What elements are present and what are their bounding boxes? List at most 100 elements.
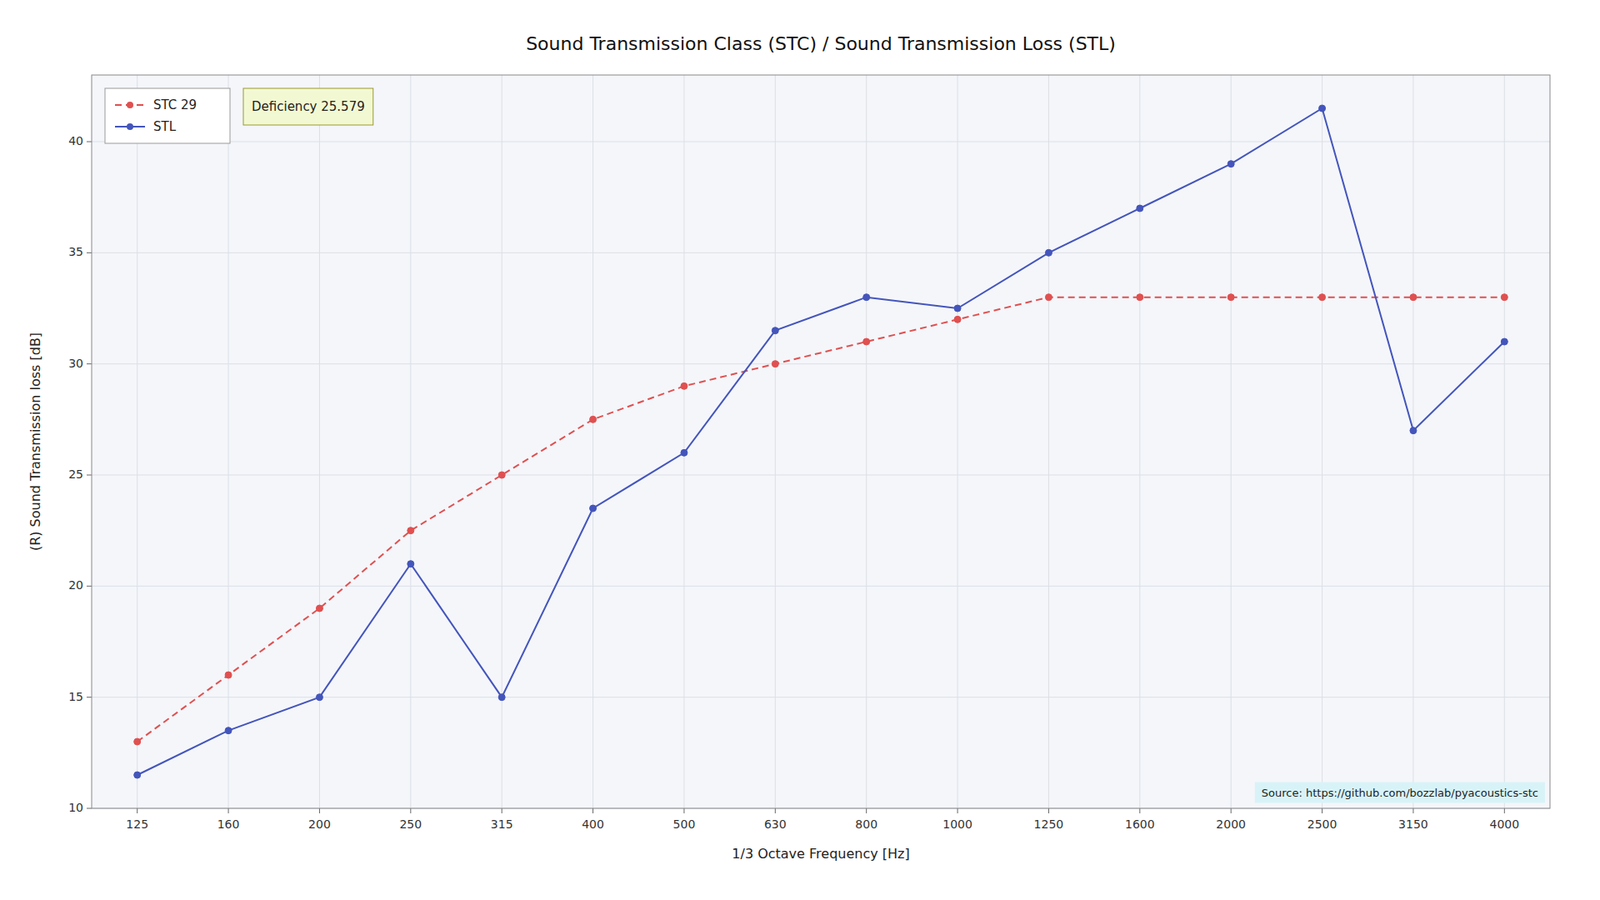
annotation-box: [1255, 782, 1545, 804]
series-marker: [1319, 105, 1326, 112]
y-tick-label: 15: [68, 690, 84, 704]
series-marker: [315, 694, 323, 701]
y-tick: [86, 363, 92, 365]
grid-line: [91, 475, 1550, 476]
series-marker: [1500, 294, 1508, 301]
series-marker: [954, 315, 961, 323]
legend-label: STL: [153, 119, 177, 135]
y-tick-label: 25: [68, 467, 84, 481]
series-marker: [771, 360, 779, 368]
x-tick: [1504, 808, 1505, 814]
grid-line: [136, 75, 138, 809]
x-tick: [1412, 808, 1414, 814]
series-marker: [1136, 294, 1144, 301]
x-tick-label: 2000: [1215, 817, 1246, 831]
y-tick-label: 40: [68, 134, 84, 148]
grid-line: [865, 75, 867, 809]
x-tick: [1230, 808, 1232, 814]
series-marker: [498, 694, 505, 701]
grid-line: [1321, 75, 1323, 809]
y-tick: [86, 141, 92, 143]
x-tick-label: 315: [490, 817, 514, 831]
x-tick-label: 2500: [1307, 817, 1338, 831]
series-marker: [1045, 249, 1052, 256]
x-tick: [501, 808, 503, 814]
x-tick: [775, 808, 776, 814]
series-line: [137, 297, 1505, 742]
y-tick: [86, 475, 92, 476]
grid-line: [91, 696, 1550, 698]
y-tick: [86, 585, 92, 587]
series-line: [137, 108, 1505, 775]
x-tick: [1139, 808, 1140, 814]
series-marker: [407, 560, 415, 568]
grid-line: [592, 75, 594, 809]
x-tick-label: 125: [125, 817, 149, 831]
y-tick-label: 20: [68, 578, 84, 592]
x-tick: [865, 808, 867, 814]
series-marker: [1410, 294, 1417, 301]
x-tick-label: 500: [673, 817, 696, 831]
x-tick: [410, 808, 411, 814]
series-marker: [498, 471, 505, 479]
grid-line: [775, 75, 776, 809]
x-tick-label: 630: [764, 817, 787, 831]
series-marker: [590, 415, 597, 423]
grid: [91, 75, 1550, 809]
series-marker: [590, 505, 597, 512]
series-marker: [771, 327, 779, 335]
y-tick: [86, 252, 92, 254]
x-tick-label: 250: [399, 817, 422, 831]
grid-line: [1230, 75, 1232, 809]
grid-line: [1504, 75, 1505, 809]
series-marker: [315, 605, 323, 612]
grid-line: [1412, 75, 1414, 809]
x-tick-label: 400: [581, 817, 605, 831]
x-tick: [1321, 808, 1323, 814]
series-marker: [1227, 294, 1235, 301]
x-tick: [228, 808, 230, 814]
series-marker: [680, 449, 688, 456]
y-tick: [86, 696, 92, 698]
series-marker: [1227, 160, 1235, 168]
annotation-text: Source: https://github.com/bozzlab/pyaco…: [1261, 786, 1539, 800]
x-tick: [319, 808, 320, 814]
grid-line: [91, 363, 1550, 365]
grid-line: [1139, 75, 1140, 809]
plot-frame: [91, 75, 1550, 809]
legend-box: [105, 88, 230, 144]
x-tick-label: 1000: [942, 817, 973, 831]
grid-line: [1048, 75, 1050, 809]
x-tick-label: 1250: [1034, 817, 1065, 831]
y-tick-label: 10: [68, 800, 84, 815]
x-tick-label: 1600: [1125, 817, 1155, 831]
y-tick: [86, 808, 92, 810]
series-marker: [863, 338, 870, 345]
chart-title: Sound Transmission Class (STC) / Sound T…: [525, 33, 1116, 55]
x-tick-label: 200: [308, 817, 331, 831]
series-marker: [863, 294, 870, 301]
series-marker: [680, 382, 688, 390]
grid-line: [683, 75, 685, 809]
grid-line: [91, 585, 1550, 587]
annotation-box: [243, 88, 374, 125]
data-layer: [134, 105, 1509, 779]
legend-marker: [126, 123, 134, 130]
annotation-text: Deficiency 25.579: [251, 99, 365, 115]
y-axis-label: (R) Sound Transmission loss [dB]: [27, 332, 44, 551]
x-axis-label: 1/3 Octave Frequency [Hz]: [731, 845, 910, 862]
x-tick: [683, 808, 685, 814]
legend: STC 29STL: [105, 88, 230, 144]
series-marker: [407, 527, 415, 535]
x-tick-label: 4000: [1489, 817, 1520, 831]
axes: 1015202530354012516020025031540050063080…: [68, 134, 1520, 831]
x-tick-label: 160: [217, 817, 240, 831]
x-tick-label: 800: [855, 817, 878, 831]
grid-line: [91, 252, 1550, 254]
x-tick: [136, 808, 138, 814]
y-tick-label: 30: [68, 356, 84, 370]
series-marker: [1319, 294, 1326, 301]
x-tick-label: 3150: [1398, 817, 1429, 831]
series-marker: [225, 727, 232, 735]
x-tick: [1048, 808, 1050, 814]
